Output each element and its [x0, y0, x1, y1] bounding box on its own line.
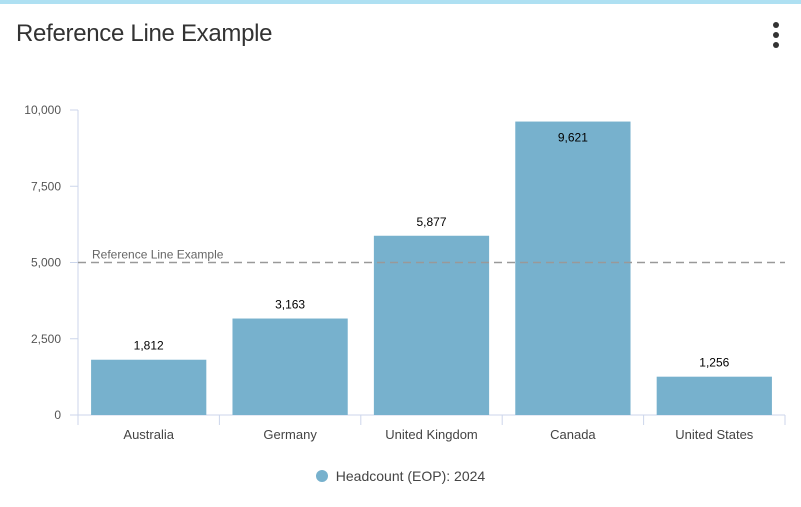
bar-australia[interactable] [91, 359, 207, 415]
bar-germany[interactable] [232, 318, 348, 415]
y-tick-label: 10,000 [24, 103, 61, 117]
y-tick-label: 7,500 [31, 179, 61, 193]
x-tick-label: United Kingdom [385, 427, 478, 442]
top-accent-bar [0, 0, 801, 4]
x-tick-label: Germany [263, 427, 317, 442]
more-vertical-icon[interactable] [766, 20, 786, 50]
chart-title: Reference Line Example [16, 20, 273, 47]
legend-label[interactable]: Headcount (EOP): 2024 [335, 468, 486, 484]
data-label: 5,877 [416, 215, 446, 229]
x-tick-label: Canada [550, 427, 596, 442]
bar-united-states[interactable] [656, 376, 772, 415]
y-tick-label: 2,500 [31, 332, 61, 346]
reference-line-label: Reference Line Example [92, 248, 224, 262]
bar-united-kingdom[interactable] [373, 235, 490, 415]
legend-swatch [315, 470, 328, 482]
x-tick-label: United States [675, 427, 754, 442]
y-tick-label: 0 [54, 408, 61, 422]
bar-canada[interactable] [515, 121, 631, 415]
data-label: 3,163 [275, 298, 305, 312]
y-tick-label: 5,000 [31, 256, 61, 270]
data-label: 1,256 [699, 356, 729, 370]
data-label: 9,621 [558, 131, 588, 145]
x-tick-label: Australia [123, 427, 174, 442]
bar-chart: 0 2,500 5,000 7,500 10,000 1,812 Australia 3,16… [24, 103, 786, 442]
data-label: 1,812 [134, 339, 164, 353]
chart-legend: Headcount (EOP): 2024 [0, 468, 801, 484]
